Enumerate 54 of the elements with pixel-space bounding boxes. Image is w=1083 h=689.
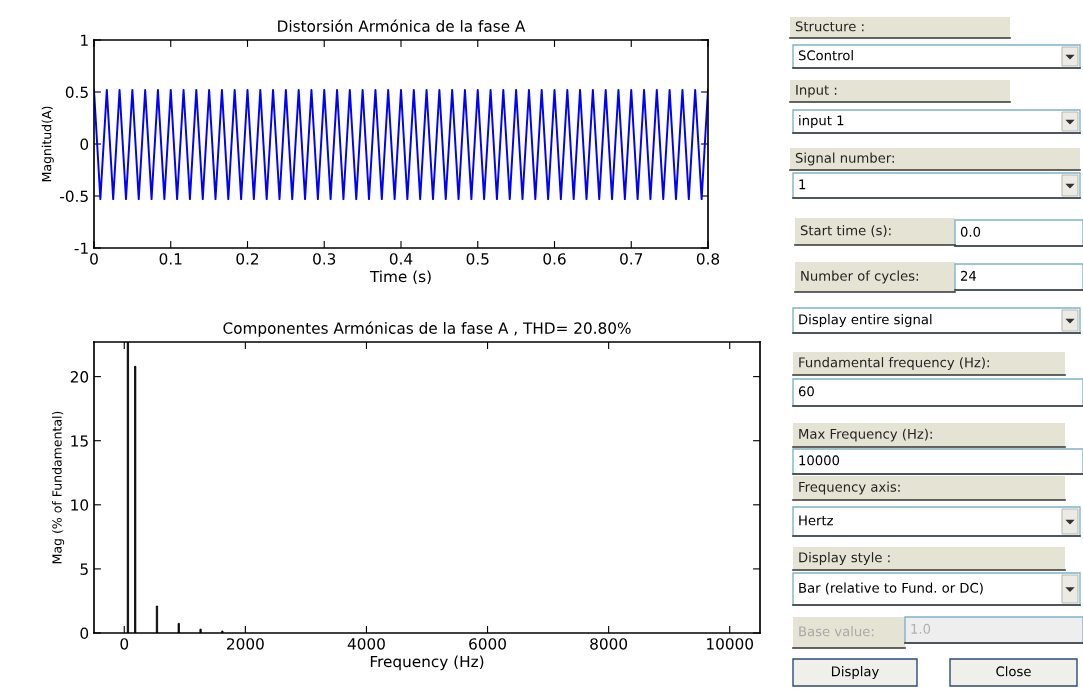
- x-axis-title: Frequency (Hz): [370, 655, 484, 671]
- y-tick-label: 0.5: [65, 86, 88, 99]
- text: Base value:: [799, 626, 874, 637]
- text: Signal number:: [795, 152, 894, 166]
- y-tick-label: 0: [80, 627, 89, 640]
- text: Display: [831, 666, 879, 679]
- x-tick-label: 4000: [347, 638, 385, 650]
- text: Fundamental frequency (Hz):: [799, 357, 989, 370]
- text: Input :: [796, 85, 837, 98]
- x-tick-label: 0: [120, 638, 129, 650]
- x-tick-label: 8000: [590, 638, 628, 650]
- y-axis-title: Magnitud(A): [41, 106, 54, 182]
- chart-title: Componentes Armónicas de la fase A , THD= 20.80%: [223, 321, 631, 337]
- y-tick-label: 1: [81, 34, 88, 46]
- x-tick-label: 6000: [469, 638, 506, 650]
- chart-title: Distorsión Armónica de la fase A: [278, 19, 526, 32]
- x-tick-label: 10000: [707, 638, 754, 650]
- text: Structure :: [795, 21, 864, 32]
- x-tick-label: 0.6: [543, 253, 566, 265]
- text: 24: [960, 270, 977, 281]
- text: input 1: [799, 115, 844, 128]
- x-tick-label: 0.3: [313, 253, 336, 265]
- text: Number of cycles:: [801, 270, 918, 284]
- text: Max Frequency (Hz):: [799, 428, 932, 442]
- x-tick-label: 0.5: [466, 253, 489, 265]
- text: Frequency axis:: [799, 481, 900, 495]
- text: 10000: [799, 455, 840, 466]
- y-tick-label: 20: [70, 371, 89, 383]
- y-tick-label: 0: [80, 138, 89, 151]
- y-tick-label: -1: [74, 242, 88, 254]
- x-tick-label: 0.4: [389, 253, 413, 265]
- x-tick-label: 0.2: [236, 253, 259, 265]
- text: 60: [798, 386, 814, 397]
- text: Hertz: [799, 515, 833, 526]
- text: 1.0: [911, 623, 931, 634]
- x-tick-label: 0.7: [620, 253, 643, 265]
- x-tick-label: 2000: [227, 638, 264, 650]
- x-tick-label: 0.8: [696, 253, 720, 265]
- y-tick-label: 15: [71, 435, 88, 447]
- text: Bar (relative to Fund. or DC): [799, 582, 983, 595]
- x-axis-title: Time (s): [369, 270, 431, 285]
- y-tick-label: 10: [71, 499, 89, 511]
- text: Close: [996, 666, 1031, 677]
- text: Display style :: [799, 552, 890, 565]
- text: Start time (s):: [800, 225, 891, 237]
- y-tick-label: 5: [80, 563, 88, 575]
- x-tick-label: 0.1: [159, 253, 182, 265]
- x-tick-label: 0: [90, 253, 98, 265]
- text: Display entire signal: [799, 314, 932, 327]
- y-tick-label: -0.5: [60, 190, 88, 203]
- y-axis-title: Mag (% of Fundamental): [52, 411, 65, 564]
- text: 1: [799, 179, 806, 190]
- text: 0.0: [960, 226, 981, 237]
- text: SControl: [798, 50, 853, 61]
